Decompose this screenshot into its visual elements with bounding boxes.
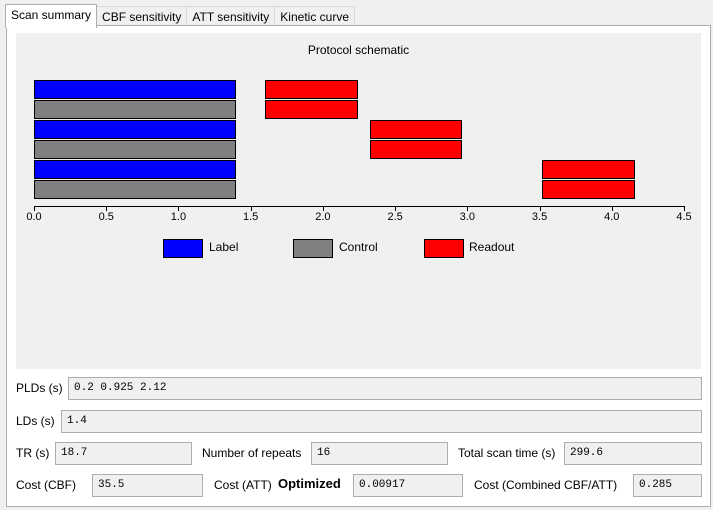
plds-label: PLDs (s) bbox=[16, 381, 63, 395]
x-tick-6 bbox=[467, 206, 469, 211]
tr-label: TR (s) bbox=[16, 446, 50, 460]
x-tick-2 bbox=[178, 206, 180, 211]
cost-cbf-field[interactable]: 35.5 bbox=[92, 474, 203, 497]
total-time-field[interactable]: 299.6 bbox=[564, 442, 702, 465]
x-tick-5 bbox=[395, 206, 397, 211]
bar-control-4 bbox=[34, 140, 237, 159]
legend-swatch-control bbox=[293, 239, 333, 258]
bar-label-5 bbox=[34, 160, 237, 179]
tr-field[interactable]: 18.7 bbox=[55, 442, 192, 465]
x-tick-7 bbox=[539, 206, 541, 211]
x-tick-label-1: 0.5 bbox=[98, 211, 114, 223]
legend-swatch-readout bbox=[424, 239, 464, 258]
x-tick-3 bbox=[250, 206, 252, 211]
tab-kinetic-curve[interactable]: Kinetic curve bbox=[274, 6, 355, 27]
bar-label-1 bbox=[34, 80, 237, 99]
repeats-label: Number of repeats bbox=[202, 446, 302, 460]
x-tick-label-6: 3.0 bbox=[459, 211, 475, 223]
bar-readout-1-row-1 bbox=[265, 80, 358, 99]
x-tick-4 bbox=[322, 206, 324, 211]
legend-label-readout: Readout bbox=[469, 240, 515, 254]
plot-title: Protocol schematic bbox=[307, 43, 410, 57]
optimized-label: Optimized bbox=[278, 476, 341, 491]
x-tick-label-4: 2.0 bbox=[315, 211, 331, 223]
bar-control-6 bbox=[34, 180, 237, 199]
legend-label-label: Label bbox=[209, 240, 239, 254]
total-time-label: Total scan time (s) bbox=[458, 446, 556, 460]
cost-att-label: Cost (ATT) bbox=[214, 478, 272, 492]
x-tick-label-5: 2.5 bbox=[387, 211, 403, 223]
repeats-field[interactable]: 16 bbox=[311, 442, 448, 465]
x-tick-0 bbox=[34, 206, 35, 211]
lds-field[interactable]: 1.4 bbox=[61, 410, 702, 433]
x-tick-9 bbox=[684, 206, 685, 211]
bar-readout-3-row-5 bbox=[542, 160, 635, 179]
tab-scan-summary[interactable]: Scan summary bbox=[5, 4, 98, 28]
x-tick-label-8: 4.0 bbox=[604, 211, 620, 223]
cost-cbf-label: Cost (CBF) bbox=[16, 478, 76, 492]
tab-cbf-sensitivity[interactable]: CBF sensitivity bbox=[96, 6, 188, 27]
bar-readout-3-row-6 bbox=[542, 180, 635, 199]
lds-label: LDs (s) bbox=[16, 414, 55, 428]
x-tick-label-9: 4.5 bbox=[676, 211, 692, 223]
bar-control-2 bbox=[34, 100, 237, 119]
scan-summary-panel: Protocol schematic 0.0 0.5 1.0 1.5 2.0 2.5 3.0… bbox=[6, 25, 711, 507]
legend-swatch-label bbox=[163, 239, 203, 258]
bar-readout-1-row-2 bbox=[265, 100, 358, 119]
legend-label-control: Control bbox=[339, 240, 378, 254]
x-tick-1 bbox=[106, 206, 108, 211]
x-tick-label-3: 1.5 bbox=[243, 211, 259, 223]
x-tick-label-2: 1.0 bbox=[170, 211, 187, 223]
tab-att-sensitivity[interactable]: ATT sensitivity bbox=[186, 6, 276, 27]
x-tick-label-0: 0.0 bbox=[26, 211, 42, 223]
bar-readout-2-row-4 bbox=[369, 140, 463, 159]
cost-att-field[interactable]: 0.00917 bbox=[353, 474, 463, 497]
x-tick-label-7: 3.5 bbox=[531, 211, 548, 223]
cost-combined-label: Cost (Combined CBF/ATT) bbox=[474, 478, 618, 492]
protocol-schematic-plot: Protocol schematic 0.0 0.5 1.0 1.5 2.0 2.5 3.0… bbox=[16, 33, 701, 369]
plds-field[interactable]: 0.2 0.925 2.12 bbox=[68, 377, 702, 400]
tab-bar: Scan summary CBF sensitivity ATT sensiti… bbox=[5, 4, 355, 28]
x-tick-8 bbox=[611, 206, 613, 211]
cost-combined-field[interactable]: 0.285 bbox=[633, 474, 702, 497]
bar-readout-2-row-3 bbox=[369, 120, 463, 139]
x-axis-line bbox=[34, 206, 685, 207]
bar-label-3 bbox=[34, 120, 237, 139]
